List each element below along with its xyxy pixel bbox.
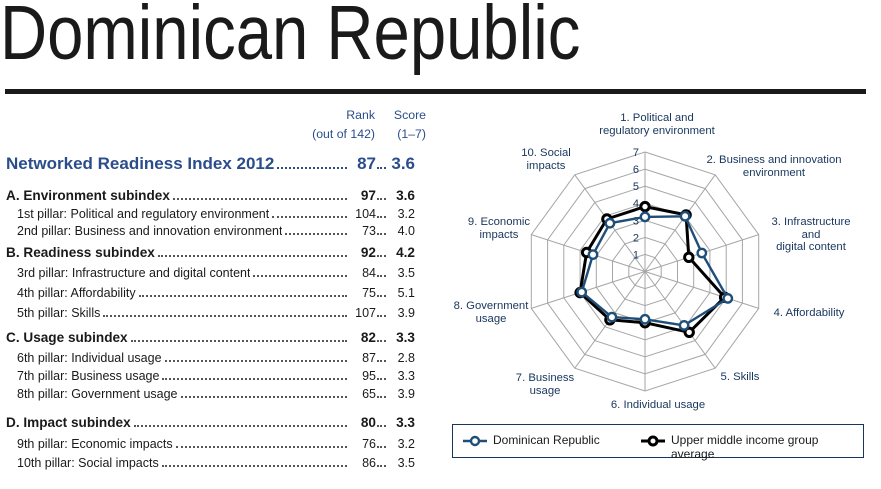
svg-text:2: 2: [633, 232, 639, 244]
svg-text:7: 7: [633, 147, 639, 159]
svg-text:6: 6: [633, 164, 639, 176]
svg-text:5: 5: [633, 181, 639, 193]
svg-text:1: 1: [633, 249, 639, 261]
